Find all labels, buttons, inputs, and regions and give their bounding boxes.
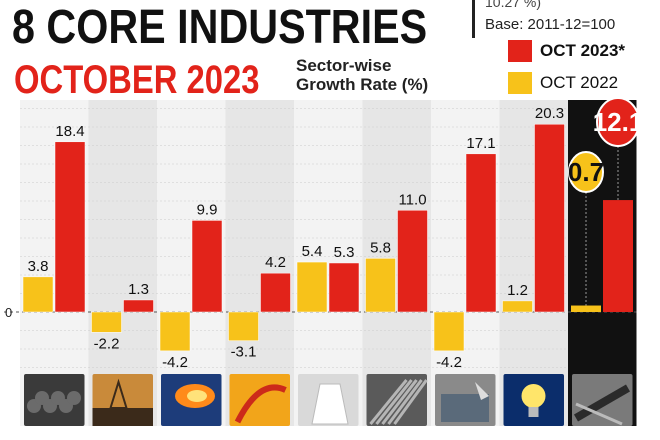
caption-line-2: Growth Rate (%) bbox=[296, 75, 429, 94]
value-label-oct-2022: -2.2 bbox=[94, 335, 120, 352]
legend-label-oct-2022: OCT 2022 bbox=[540, 73, 619, 92]
value-label-oct-2023: 20.3 bbox=[535, 105, 564, 122]
value-label-oct-2022: 0.7 bbox=[568, 157, 604, 187]
chart-caption: Sector-wise Growth Rate (%) bbox=[296, 56, 428, 94]
note-box: 10.27 %) Base: 2011-12=100 bbox=[472, 0, 655, 38]
bar-oct-2022 bbox=[228, 311, 259, 341]
base-note: Base: 2011-12=100 bbox=[485, 16, 616, 33]
value-label-oct-2022: 1.2 bbox=[507, 282, 528, 299]
natural-gas-icon bbox=[161, 374, 222, 426]
highlight-badges: 0.7 12.1 bbox=[568, 97, 644, 306]
refinery-products-icon bbox=[229, 374, 290, 426]
bar-oct-2022 bbox=[433, 311, 465, 352]
value-label-oct-2022: 3.8 bbox=[28, 258, 49, 275]
value-label-oct-2023: 4.2 bbox=[265, 254, 286, 271]
electricity-icon bbox=[503, 374, 564, 426]
value-label-oct-2022: 5.4 bbox=[302, 243, 323, 260]
page-title: 8 CORE INDUSTRIES bbox=[12, 1, 428, 54]
value-label-oct-2023: 17.1 bbox=[466, 135, 495, 152]
coal-icon bbox=[24, 374, 85, 426]
bar-oct-2023 bbox=[397, 210, 428, 313]
bars bbox=[22, 123, 633, 352]
value-badge-oct-2022 bbox=[568, 151, 604, 193]
value-label-oct-2022: -3.1 bbox=[231, 344, 257, 361]
legend-label-oct-2023: OCT 2023* bbox=[540, 41, 626, 60]
crude-oil-icon bbox=[92, 374, 153, 426]
bar-oct-2023 bbox=[191, 220, 223, 313]
bar-oct-2023 bbox=[603, 200, 633, 312]
value-label-oct-2022: 5.8 bbox=[370, 239, 391, 256]
value-label-oct-2023: 1.3 bbox=[128, 281, 149, 298]
steel-icon bbox=[366, 374, 428, 426]
value-label-oct-2023: 12.1 bbox=[593, 107, 644, 137]
value-label-oct-2022: -4.2 bbox=[436, 354, 462, 371]
value-badge-oct-2023 bbox=[596, 97, 640, 147]
bar-oct-2023 bbox=[54, 141, 86, 313]
bar-oct-2022 bbox=[91, 311, 122, 333]
bar-oct-2022 bbox=[502, 300, 533, 313]
note-cut-text: 10.27 %) bbox=[485, 0, 542, 10]
bar-oct-2022 bbox=[365, 258, 396, 313]
value-label-oct-2022: -4.2 bbox=[162, 354, 188, 371]
overall-index-icon bbox=[572, 374, 633, 426]
value-label-oct-2023: 18.4 bbox=[55, 123, 84, 140]
category-stripe bbox=[88, 100, 157, 426]
bar-oct-2023 bbox=[328, 262, 360, 313]
value-labels: 3.8 18.4 -2.2 1.3 -4.2 9.9 -3.1 4.2 5.4 5.3 5.8 11.… bbox=[28, 105, 565, 371]
fertilizers-icon bbox=[298, 374, 359, 426]
page-subtitle: OCTOBER 2023 bbox=[14, 58, 260, 102]
caption-line-1: Sector-wise bbox=[296, 56, 392, 75]
gridlines bbox=[20, 108, 637, 368]
bar-oct-2023 bbox=[534, 123, 565, 313]
bar-oct-2022 bbox=[571, 305, 601, 312]
category-stripe bbox=[225, 100, 294, 426]
bar-oct-2023 bbox=[465, 153, 497, 313]
bar-oct-2023 bbox=[123, 299, 154, 313]
bar-oct-2022 bbox=[159, 311, 191, 352]
value-label-oct-2023: 11.0 bbox=[398, 191, 426, 208]
category-icons bbox=[24, 374, 633, 426]
bar-oct-2023 bbox=[260, 272, 291, 313]
value-label-oct-2023: 9.9 bbox=[197, 201, 218, 218]
legend-swatch-oct-2022 bbox=[508, 72, 532, 94]
value-label-oct-2023: 5.3 bbox=[334, 244, 355, 261]
zero-tick-label: 0 bbox=[5, 305, 12, 320]
bar-oct-2022 bbox=[22, 276, 54, 313]
bar-oct-2022 bbox=[296, 261, 328, 313]
legend-swatch-oct-2023 bbox=[508, 40, 532, 62]
cement-icon bbox=[435, 374, 496, 426]
